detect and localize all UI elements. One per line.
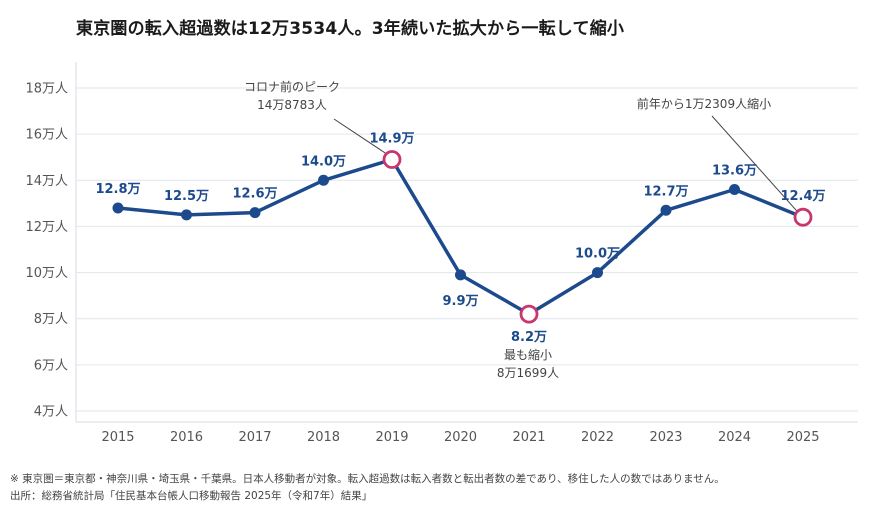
data-label: 12.5万 bbox=[164, 189, 209, 204]
x-tick-label: 2020 bbox=[444, 430, 477, 445]
highlight-point bbox=[793, 207, 813, 227]
highlight-point bbox=[382, 150, 402, 169]
y-tick-label: 6万人 bbox=[34, 358, 68, 373]
data-label: 9.9万 bbox=[442, 294, 478, 309]
x-tick-label: 2017 bbox=[238, 430, 271, 445]
x-tick-label: 2018 bbox=[307, 430, 340, 445]
annotation-text: 前年から1万2309人縮小 bbox=[637, 96, 771, 111]
x-tick-label: 2024 bbox=[718, 430, 751, 445]
data-point bbox=[249, 207, 261, 219]
y-tick-label: 4万人 bbox=[34, 405, 68, 420]
data-point bbox=[592, 267, 603, 279]
y-tick-label: 16万人 bbox=[25, 128, 68, 143]
data-label: 8.2万 bbox=[511, 330, 547, 345]
data-label: 12.6万 bbox=[232, 187, 277, 202]
x-tick-label: 2025 bbox=[786, 430, 819, 445]
x-tick-label: 2023 bbox=[649, 430, 682, 445]
data-point bbox=[729, 184, 740, 196]
data-label: 14.0万 bbox=[301, 154, 346, 169]
data-point bbox=[112, 202, 124, 214]
highlight-point bbox=[519, 304, 539, 324]
data-point bbox=[660, 204, 672, 216]
y-tick-label: 18万人 bbox=[25, 82, 68, 97]
y-tick-label: 8万人 bbox=[34, 312, 68, 327]
x-tick-label: 2015 bbox=[101, 430, 134, 445]
x-tick-label: 2019 bbox=[375, 430, 408, 445]
x-tick-label: 2021 bbox=[512, 430, 545, 445]
series-line bbox=[116, 157, 805, 316]
footnote: ※ 東京圏＝東京都・神奈川県・埼玉県・千葉県。日本人移動者が対象。転入超過数は転… bbox=[10, 473, 725, 485]
annotation-text: 8万1699人 bbox=[497, 366, 559, 380]
data-label: 13.6万 bbox=[712, 164, 757, 179]
data-point bbox=[318, 174, 329, 186]
data-label: 12.7万 bbox=[643, 184, 688, 199]
y-tick-label: 10万人 bbox=[25, 266, 68, 281]
y-tick-label: 12万人 bbox=[25, 220, 68, 235]
data-point bbox=[181, 209, 192, 221]
annotation-text: コロナ前のピーク bbox=[244, 79, 340, 94]
annotation-leader-line bbox=[711, 115, 798, 212]
x-tick-label: 2022 bbox=[581, 430, 614, 445]
data-label: 10.0万 bbox=[575, 247, 620, 262]
x-tick-label: 2016 bbox=[170, 430, 203, 445]
data-label: 14.9万 bbox=[369, 132, 414, 147]
annotation-text: 最も縮小 bbox=[504, 347, 552, 362]
annotation-text: 14万8783人 bbox=[257, 98, 327, 112]
data-label: 12.8万 bbox=[95, 182, 140, 197]
y-tick-label: 14万人 bbox=[25, 174, 68, 189]
data-point bbox=[455, 269, 466, 281]
data-label: 12.4万 bbox=[780, 189, 825, 204]
source-note: 出所：総務省統計局「住民基本台帳人口移動報告 2025年（令和7年）結果」 bbox=[10, 490, 373, 502]
annotation-leader-line bbox=[333, 118, 387, 154]
chart-title: 東京圏の転入超過数は12万3534人。3年続いた拡大から一転して縮小 bbox=[76, 19, 625, 39]
